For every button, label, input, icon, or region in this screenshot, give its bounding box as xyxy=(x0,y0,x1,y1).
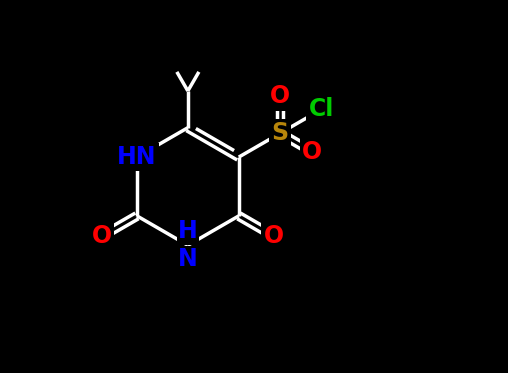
Text: Cl: Cl xyxy=(309,97,334,121)
Text: O: O xyxy=(270,84,290,109)
Text: O: O xyxy=(302,140,322,164)
Text: H: H xyxy=(178,219,198,244)
Text: O: O xyxy=(264,224,284,248)
Text: HN: HN xyxy=(117,145,156,169)
Text: O: O xyxy=(92,224,112,248)
Text: S: S xyxy=(272,121,289,145)
Text: N: N xyxy=(178,247,198,271)
